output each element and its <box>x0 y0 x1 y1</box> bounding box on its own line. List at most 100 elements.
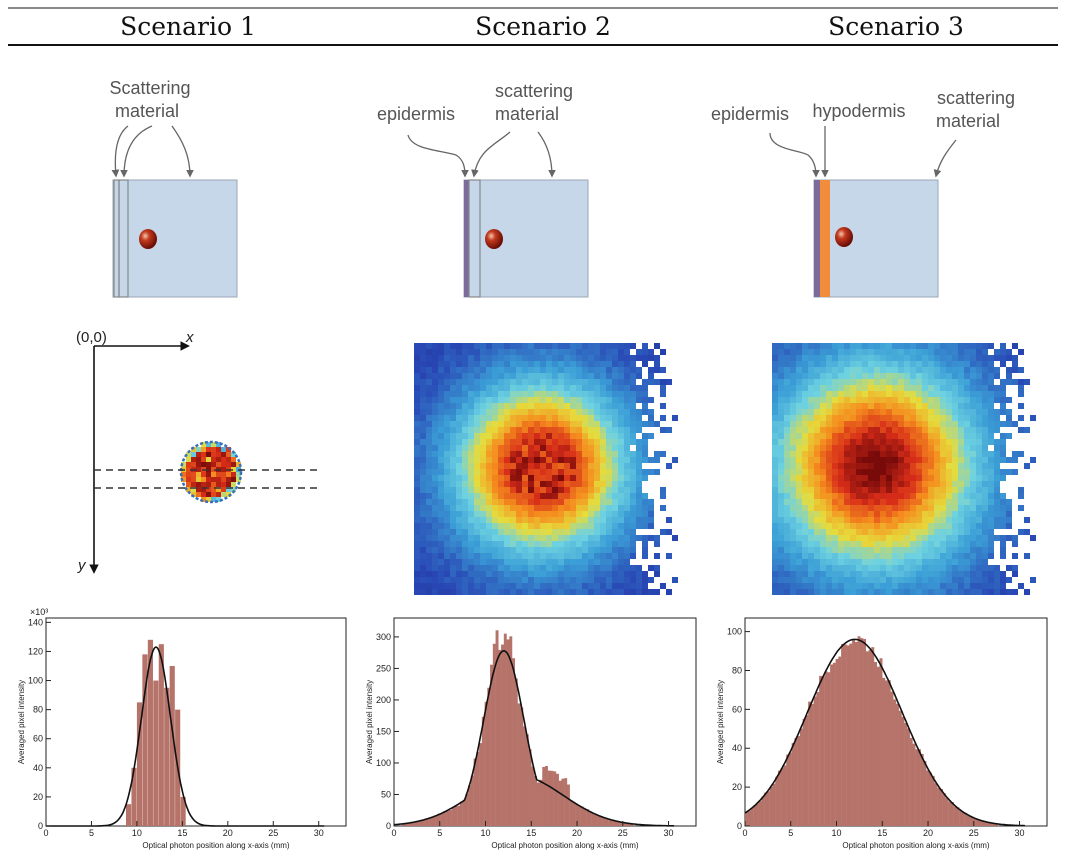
image-pixel <box>850 421 856 427</box>
image-pixel <box>618 529 624 535</box>
image-pixel <box>576 427 582 433</box>
histogram-bar <box>942 793 946 826</box>
histogram-bar <box>158 644 164 826</box>
image-pixel <box>772 397 778 403</box>
image-pixel <box>552 523 558 529</box>
image-pixel <box>522 475 528 481</box>
image-pixel <box>426 373 432 379</box>
spot-pixel <box>191 492 196 497</box>
image-pixel <box>928 367 934 373</box>
image-pixel <box>534 481 540 487</box>
image-pixel <box>832 355 838 361</box>
image-pixel <box>868 373 874 379</box>
image-pixel <box>994 463 1000 469</box>
image-pixel <box>552 355 558 361</box>
image-pixel <box>946 439 952 445</box>
image-pixel <box>922 517 928 523</box>
image-pixel <box>868 451 874 457</box>
image-pixel <box>916 577 922 583</box>
image-pixel <box>856 439 862 445</box>
image-pixel <box>444 523 450 529</box>
image-pixel <box>612 535 618 541</box>
image-pixel <box>540 565 546 571</box>
image-pixel <box>540 517 546 523</box>
image-pixel <box>982 469 988 475</box>
image-pixel <box>796 475 802 481</box>
image-pixel <box>468 565 474 571</box>
image-pixel <box>462 553 468 559</box>
image-pixel <box>898 499 904 505</box>
image-pixel <box>970 379 976 385</box>
image-pixel <box>576 553 582 559</box>
spot-pixel <box>191 482 196 487</box>
image-pixel <box>456 565 462 571</box>
image-pixel <box>778 367 784 373</box>
image-pixel <box>456 493 462 499</box>
scattering-label-line1: scattering <box>937 88 1015 108</box>
image-pixel <box>588 481 594 487</box>
image-pixel <box>940 553 946 559</box>
image-pixel <box>564 487 570 493</box>
y-tick-label: 20 <box>732 782 742 792</box>
image-pixel <box>642 349 648 355</box>
image-pixel <box>552 553 558 559</box>
image-pixel <box>426 565 432 571</box>
image-pixel <box>618 487 624 493</box>
image-pixel <box>480 403 486 409</box>
image-pixel <box>564 541 570 547</box>
image-pixel <box>444 481 450 487</box>
image-pixel <box>904 433 910 439</box>
image-pixel <box>582 463 588 469</box>
image-pixel <box>486 379 492 385</box>
image-pixel <box>594 451 600 457</box>
image-pixel <box>958 343 964 349</box>
image-pixel <box>618 373 624 379</box>
image-pixel <box>928 439 934 445</box>
image-pixel <box>510 559 516 565</box>
histogram-bar <box>454 805 458 826</box>
image-pixel <box>414 571 420 577</box>
image-pixel <box>916 379 922 385</box>
image-pixel <box>820 343 826 349</box>
image-pixel <box>898 445 904 451</box>
histogram-bar <box>481 716 485 826</box>
image-pixel <box>516 379 522 385</box>
image-pixel <box>552 367 558 373</box>
image-pixel <box>504 499 510 505</box>
image-pixel <box>462 511 468 517</box>
image-pixel <box>1030 577 1036 583</box>
image-pixel <box>648 505 654 511</box>
image-pixel <box>558 499 564 505</box>
image-pixel <box>844 385 850 391</box>
image-pixel <box>618 505 624 511</box>
image-pixel <box>802 493 808 499</box>
image-pixel <box>660 379 666 385</box>
image-pixel <box>886 397 892 403</box>
image-pixel <box>838 553 844 559</box>
image-pixel <box>820 547 826 553</box>
image-pixel <box>432 403 438 409</box>
image-pixel <box>910 439 916 445</box>
image-pixel <box>510 469 516 475</box>
image-pixel <box>1012 451 1018 457</box>
image-pixel <box>898 349 904 355</box>
image-pixel <box>856 343 862 349</box>
image-pixel <box>958 433 964 439</box>
image-pixel <box>838 427 844 433</box>
image-pixel <box>976 589 982 595</box>
image-pixel <box>570 553 576 559</box>
image-pixel <box>438 451 444 457</box>
image-pixel <box>606 511 612 517</box>
image-pixel <box>796 487 802 493</box>
image-pixel <box>570 481 576 487</box>
image-pixel <box>928 469 934 475</box>
image-pixel <box>874 427 880 433</box>
spot-pixel <box>211 462 216 467</box>
image-pixel <box>420 415 426 421</box>
image-pixel <box>796 403 802 409</box>
image-pixel <box>826 445 832 451</box>
image-pixel <box>874 385 880 391</box>
image-pixel <box>582 493 588 499</box>
image-pixel <box>582 445 588 451</box>
image-pixel <box>480 451 486 457</box>
